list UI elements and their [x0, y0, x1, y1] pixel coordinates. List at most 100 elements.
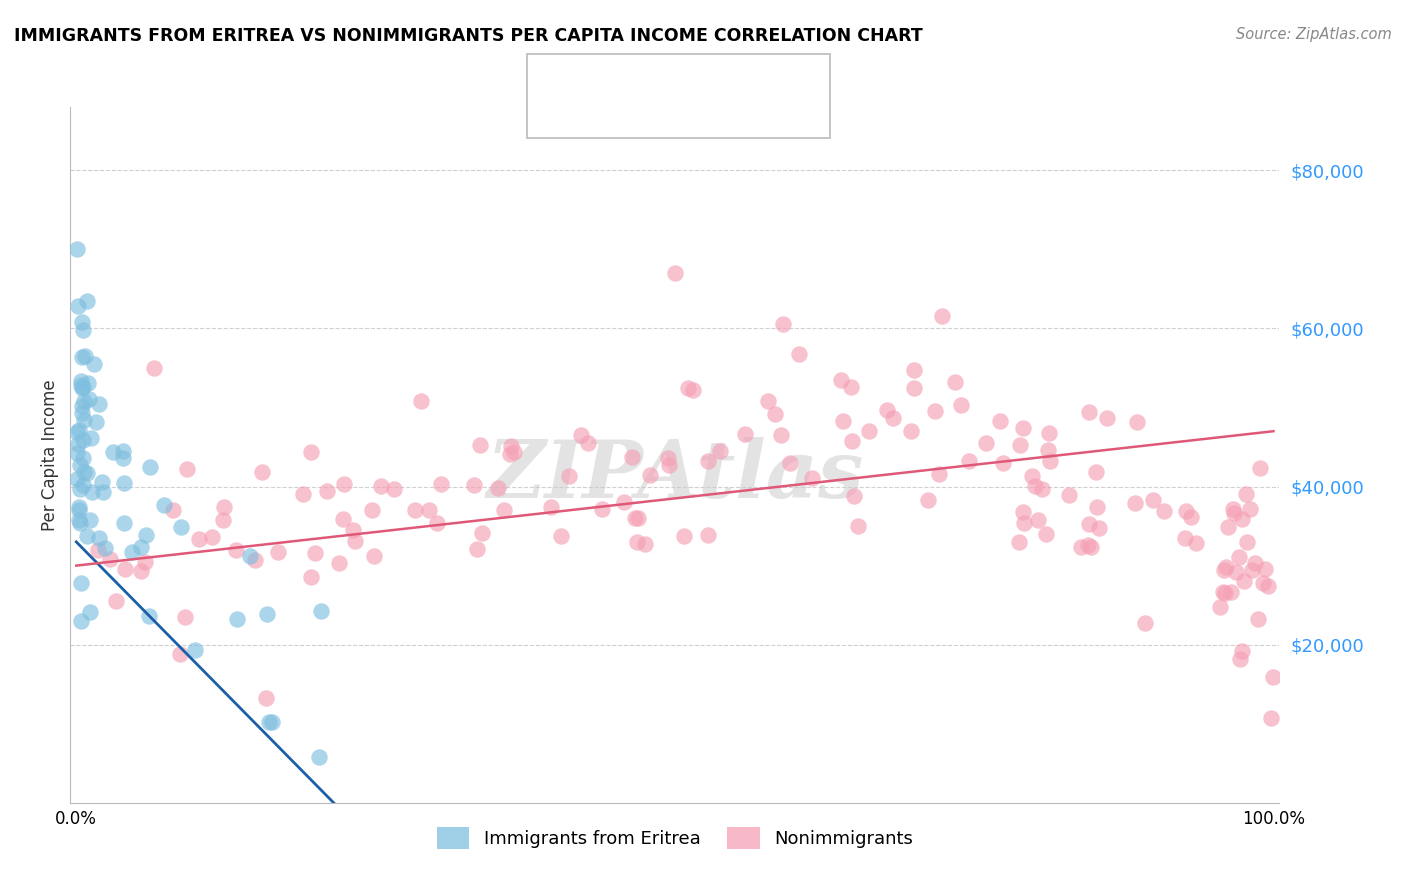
Point — [657, 450, 679, 465]
Point — [101, 445, 124, 459]
Point — [1234, 487, 1257, 501]
Point — [66, 446, 89, 460]
Point — [138, 609, 160, 624]
Point — [1174, 504, 1197, 518]
Point — [591, 502, 613, 516]
Point — [83, 357, 105, 371]
Point — [66, 243, 89, 257]
Point — [267, 545, 290, 559]
Point — [170, 520, 193, 534]
Point — [1241, 563, 1264, 577]
Point — [67, 500, 90, 514]
Point — [1038, 442, 1060, 457]
Point — [789, 347, 811, 361]
Point — [250, 465, 273, 479]
Point — [114, 562, 136, 576]
Point — [664, 266, 686, 280]
Point — [1249, 460, 1271, 475]
Point — [1257, 579, 1279, 593]
Point — [1038, 426, 1060, 441]
Point — [69, 482, 91, 496]
Point — [135, 527, 157, 541]
Point — [1057, 488, 1080, 502]
Point — [1218, 520, 1240, 534]
Point — [1010, 438, 1032, 452]
Point — [1219, 585, 1241, 599]
Point — [254, 691, 277, 706]
Point — [1070, 540, 1092, 554]
Point — [173, 609, 195, 624]
Point — [1222, 502, 1244, 516]
Point — [299, 569, 322, 583]
Point — [67, 512, 90, 526]
Point — [924, 403, 946, 417]
Point — [245, 553, 267, 567]
Point — [471, 526, 494, 541]
Point — [84, 416, 107, 430]
Point — [624, 511, 647, 525]
Point — [93, 485, 115, 500]
Point — [1233, 574, 1256, 589]
Point — [1077, 405, 1099, 419]
Point — [626, 535, 648, 549]
Point — [697, 454, 720, 468]
Point — [66, 472, 89, 486]
Point — [876, 402, 898, 417]
Point — [1254, 562, 1277, 576]
Point — [404, 503, 426, 517]
Point — [945, 376, 967, 390]
Point — [315, 484, 337, 499]
Point — [382, 482, 405, 496]
Point — [841, 434, 863, 449]
Point — [550, 529, 572, 543]
Point — [1142, 493, 1164, 508]
Point — [76, 529, 98, 543]
Point — [540, 500, 562, 514]
Point — [188, 532, 211, 546]
Point — [309, 604, 332, 618]
Point — [76, 293, 98, 308]
Point — [801, 471, 824, 485]
Point — [1174, 532, 1197, 546]
Point — [69, 576, 91, 591]
Point — [73, 393, 96, 408]
Point — [494, 503, 516, 517]
Point — [426, 516, 449, 531]
Point — [1026, 513, 1049, 527]
Point — [79, 605, 101, 619]
Point — [1085, 500, 1108, 514]
Point — [830, 373, 852, 387]
Point — [1239, 501, 1261, 516]
Point — [1011, 505, 1033, 519]
Point — [363, 549, 385, 563]
Point — [1215, 560, 1237, 574]
Point — [87, 543, 110, 558]
Point — [734, 427, 756, 442]
Point — [201, 530, 224, 544]
Point — [80, 431, 103, 445]
Point — [1243, 556, 1265, 570]
Point — [332, 512, 354, 526]
Point — [1260, 711, 1282, 725]
Point — [1251, 576, 1274, 591]
Point — [1084, 465, 1107, 479]
Point — [333, 477, 356, 491]
Point — [299, 444, 322, 458]
Point — [409, 394, 432, 409]
Point — [465, 541, 488, 556]
Point — [957, 454, 980, 468]
Point — [1014, 516, 1036, 531]
Point — [993, 456, 1015, 470]
Point — [1077, 538, 1099, 552]
Point — [1088, 521, 1111, 535]
Point — [621, 450, 644, 465]
Y-axis label: Per Capita Income: Per Capita Income — [41, 379, 59, 531]
Point — [90, 475, 112, 489]
Point — [770, 428, 793, 442]
Point — [105, 594, 128, 608]
Point — [988, 414, 1011, 428]
Point — [1222, 506, 1244, 520]
Text: IMMIGRANTS FROM ERITREA VS NONIMMIGRANTS PER CAPITA INCOME CORRELATION CHART: IMMIGRANTS FROM ERITREA VS NONIMMIGRANTS… — [14, 27, 922, 45]
Point — [949, 398, 972, 412]
Point — [67, 423, 90, 437]
